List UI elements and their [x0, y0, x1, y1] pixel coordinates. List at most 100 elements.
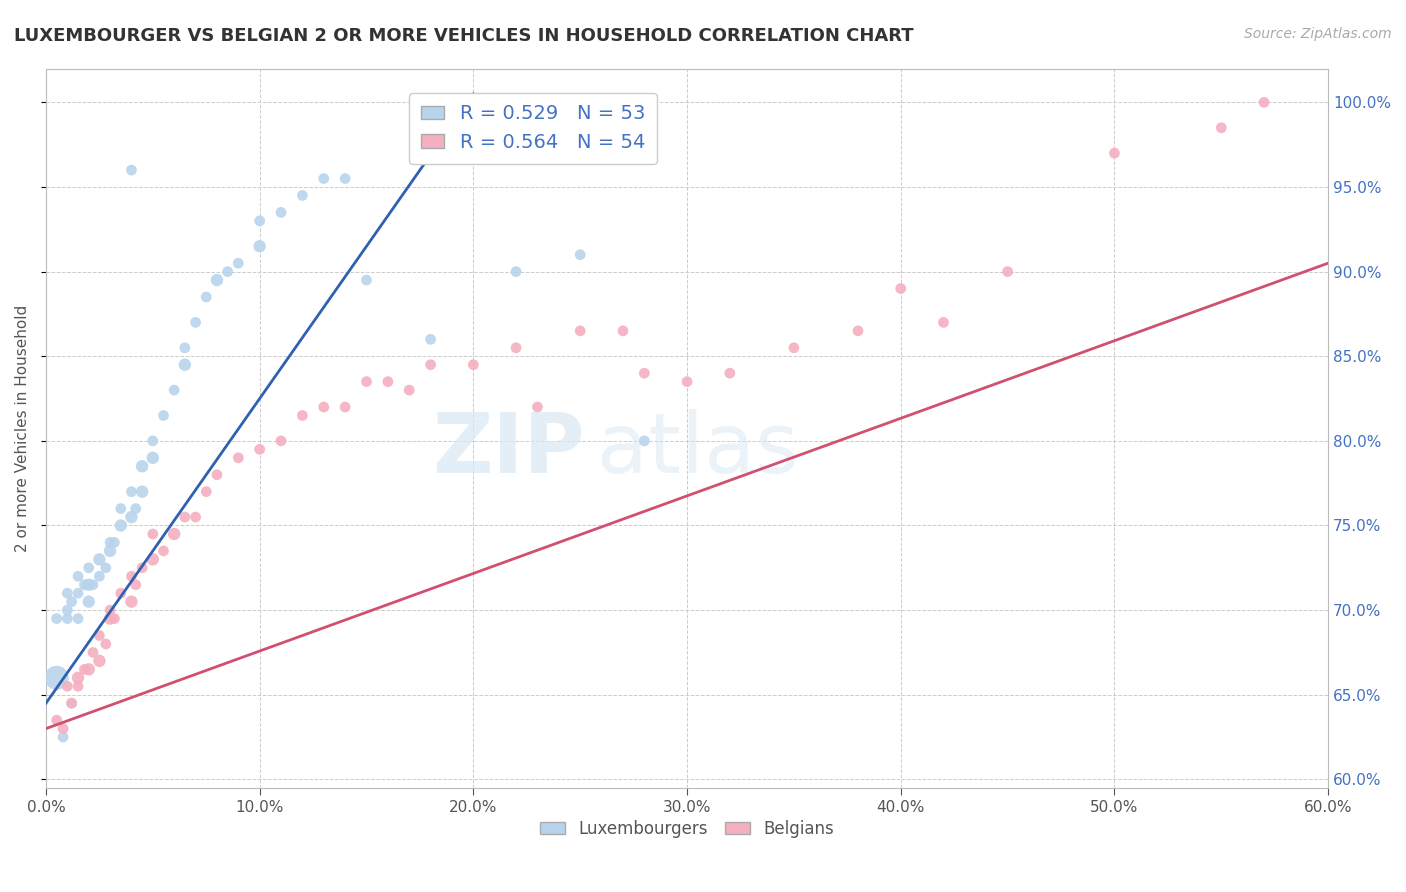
- Text: atlas: atlas: [598, 409, 799, 491]
- Point: [152, 409, 174, 423]
- Point: [569, 248, 592, 262]
- Point: [1104, 146, 1126, 161]
- Point: [505, 265, 527, 279]
- Point: [356, 273, 378, 287]
- Point: [131, 561, 153, 575]
- Text: LUXEMBOURGER VS BELGIAN 2 OR MORE VEHICLES IN HOUSEHOLD CORRELATION CHART: LUXEMBOURGER VS BELGIAN 2 OR MORE VEHICL…: [14, 27, 914, 45]
- Point: [89, 552, 111, 566]
- Point: [125, 501, 148, 516]
- Point: [398, 383, 420, 397]
- Point: [1253, 95, 1275, 110]
- Point: [505, 341, 527, 355]
- Point: [333, 400, 356, 414]
- Point: [1211, 120, 1233, 135]
- Point: [125, 578, 148, 592]
- Point: [249, 239, 271, 253]
- Point: [45, 713, 67, 727]
- Point: [56, 611, 79, 625]
- Point: [676, 375, 699, 389]
- Point: [131, 459, 153, 474]
- Point: [82, 578, 104, 592]
- Point: [110, 518, 132, 533]
- Point: [142, 527, 165, 541]
- Point: [120, 510, 142, 524]
- Point: [56, 603, 79, 617]
- Point: [82, 645, 104, 659]
- Point: [217, 265, 239, 279]
- Point: [142, 450, 165, 465]
- Point: [291, 409, 314, 423]
- Point: [73, 662, 96, 676]
- Point: [633, 434, 655, 448]
- Point: [205, 467, 228, 482]
- Point: [419, 332, 441, 346]
- Point: [89, 628, 111, 642]
- Point: [120, 595, 142, 609]
- Point: [195, 484, 218, 499]
- Point: [103, 611, 125, 625]
- Point: [718, 366, 741, 380]
- Point: [98, 611, 121, 625]
- Point: [932, 315, 955, 329]
- Point: [612, 324, 634, 338]
- Point: [226, 256, 249, 270]
- Point: [312, 171, 335, 186]
- Point: [110, 501, 132, 516]
- Point: [173, 341, 195, 355]
- Point: [569, 324, 592, 338]
- Point: [45, 611, 67, 625]
- Point: [66, 679, 89, 693]
- Point: [312, 400, 335, 414]
- Point: [356, 375, 378, 389]
- Point: [173, 510, 195, 524]
- Point: [997, 265, 1019, 279]
- Point: [463, 358, 485, 372]
- Point: [270, 434, 292, 448]
- Point: [333, 171, 356, 186]
- Point: [66, 611, 89, 625]
- Point: [195, 290, 218, 304]
- Point: [131, 484, 153, 499]
- Point: [526, 400, 548, 414]
- Point: [846, 324, 869, 338]
- Point: [89, 654, 111, 668]
- Point: [291, 188, 314, 202]
- Point: [77, 561, 100, 575]
- Point: [56, 586, 79, 600]
- Point: [226, 450, 249, 465]
- Point: [98, 544, 121, 558]
- Point: [633, 366, 655, 380]
- Point: [66, 569, 89, 583]
- Point: [142, 434, 165, 448]
- Point: [377, 375, 399, 389]
- Point: [205, 273, 228, 287]
- Point: [98, 603, 121, 617]
- Y-axis label: 2 or more Vehicles in Household: 2 or more Vehicles in Household: [15, 304, 30, 552]
- Point: [73, 578, 96, 592]
- Point: [60, 696, 83, 710]
- Legend: Luxembourgers, Belgians: Luxembourgers, Belgians: [534, 813, 841, 844]
- Point: [163, 383, 186, 397]
- Point: [77, 840, 100, 855]
- Point: [77, 595, 100, 609]
- Point: [419, 358, 441, 372]
- Point: [249, 442, 271, 457]
- Point: [120, 163, 142, 178]
- Point: [110, 586, 132, 600]
- Point: [184, 315, 207, 329]
- Point: [66, 671, 89, 685]
- Point: [783, 341, 806, 355]
- Point: [120, 569, 142, 583]
- Point: [56, 679, 79, 693]
- Point: [89, 569, 111, 583]
- Point: [163, 527, 186, 541]
- Point: [94, 561, 117, 575]
- Point: [77, 578, 100, 592]
- Point: [890, 281, 912, 295]
- Point: [52, 722, 75, 736]
- Point: [52, 730, 75, 744]
- Point: [142, 552, 165, 566]
- Text: Source: ZipAtlas.com: Source: ZipAtlas.com: [1244, 27, 1392, 41]
- Point: [184, 510, 207, 524]
- Point: [173, 358, 195, 372]
